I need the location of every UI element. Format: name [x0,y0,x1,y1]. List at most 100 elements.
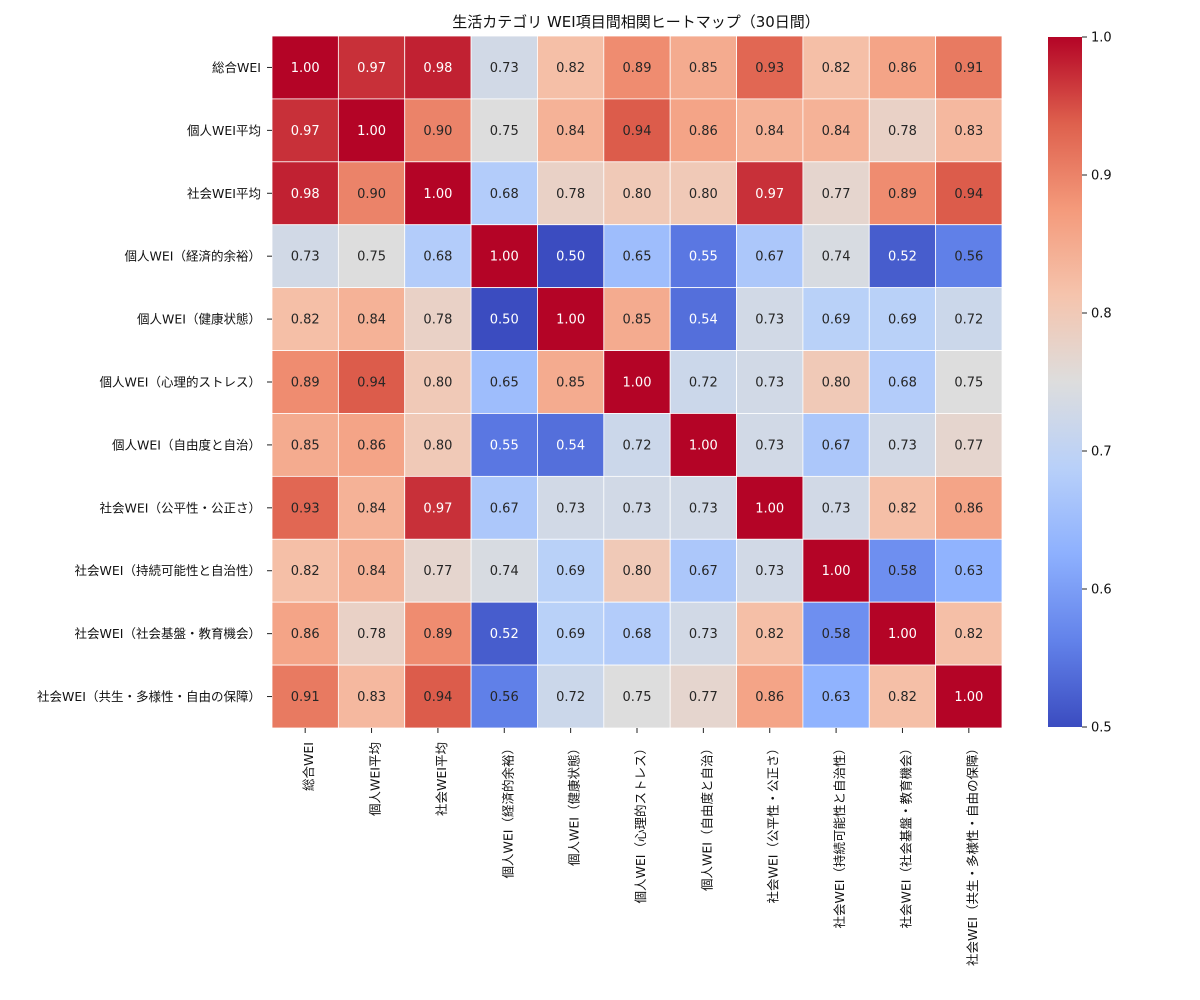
cell-value-label: 1.00 [291,61,320,76]
row-label: 社会WEI（公平性・公正さ） [100,500,261,515]
cell-value-label: 0.91 [954,61,983,76]
row-label: 社会WEI（持続可能性と自治性） [75,563,261,578]
cell-value-label: 0.73 [755,376,784,391]
heatmap-cell [603,35,671,100]
cell-value-label: 0.55 [490,438,519,453]
cell-value-label: 1.00 [357,124,386,139]
cell-value-label: 0.84 [357,564,386,579]
column-label: 社会WEI平均 [434,742,449,816]
cell-value-label: 0.89 [423,627,452,642]
heatmap-cell [603,161,671,226]
cell-value-label: 0.72 [954,313,983,328]
cell-value-label: 0.80 [822,376,851,391]
cell-value-label: 0.82 [888,501,917,516]
cell-value-label: 0.84 [755,124,784,139]
row-label: 社会WEI（共生・多様性・自由の保障） [37,689,261,704]
cell-value-label: 0.93 [755,61,784,76]
heatmap-cell [470,413,538,477]
heatmap-cell [935,35,1003,100]
cell-value-label: 0.73 [556,501,585,516]
heatmap-cell [935,350,1003,414]
cell-value-label: 0.52 [490,627,519,642]
cell-value-label: 0.84 [822,124,851,139]
heatmap-cell [802,664,870,729]
cell-value-label: 0.84 [357,313,386,328]
cell-value-label: 0.85 [291,438,320,453]
cell-value-label: 0.89 [888,187,917,202]
cell-value-label: 0.73 [755,438,784,453]
heatmap-cell [404,601,472,666]
column-label: 個人WEI（健康状態） [567,742,582,866]
cell-value-label: 0.98 [291,187,320,202]
cell-value-label: 0.78 [888,124,917,139]
heatmap-cell [271,161,339,226]
row-label: 社会WEI平均 [187,186,261,201]
cell-value-label: 0.63 [822,690,851,705]
heatmap-cell [802,161,870,226]
colorbar-gradient [1048,37,1082,727]
heatmap-cell [603,287,671,351]
heatmap-cell [603,413,671,477]
cell-value-label: 0.54 [556,438,585,453]
cell-value-label: 0.86 [755,690,784,705]
cell-value-label: 1.00 [623,376,652,391]
heatmap-cell [669,224,737,289]
cell-value-label: 0.82 [291,564,320,579]
colorbar-tick-label: 0.8 [1091,307,1112,322]
heatmap-cell [802,350,870,414]
heatmap-cell [669,538,737,603]
cell-value-label: 0.74 [490,564,519,579]
heatmap-cell [935,601,1003,666]
cell-value-label: 0.82 [954,627,983,642]
cell-value-label: 0.50 [490,313,519,328]
heatmap-cell [802,601,870,666]
heatmap-cell [404,224,472,289]
cell-value-label: 0.73 [291,250,320,265]
heatmap-cell [470,287,538,351]
cell-value-label: 0.72 [556,690,585,705]
cell-value-label: 0.69 [822,313,851,328]
heatmap-grid: 1.00 0.97 0.98 0.73 0.82 0.89 0.85 0.93 0.82 0.86… [271,35,1003,729]
cell-value-label: 0.94 [357,376,386,391]
heatmap-cell [868,35,937,100]
heatmap-cell [337,664,406,729]
cell-value-label: 0.58 [888,564,917,579]
heatmap-cell [470,224,538,289]
cell-value-label: 0.78 [556,187,585,202]
column-label: 個人WEI（心理的ストレス） [633,742,648,903]
cell-value-label: 0.75 [623,690,652,705]
cell-value-label: 0.69 [556,564,585,579]
cell-value-label: 0.97 [291,124,320,139]
cell-value-label: 0.94 [623,124,652,139]
cell-value-label: 0.86 [689,124,718,139]
cell-value-label: 0.84 [556,124,585,139]
cell-value-label: 0.85 [556,376,585,391]
cell-value-label: 0.94 [954,187,983,202]
cell-value-label: 0.90 [423,124,452,139]
heatmap-cell [935,664,1003,729]
chart-title: 生活カテゴリ WEI項目間相関ヒートマップ（30日間） [452,13,820,31]
heatmap-cell [470,35,538,100]
heatmap-cell [736,538,804,603]
heatmap-cell [802,413,870,477]
column-label: 社会WEI（持続可能性と自治性） [832,742,847,928]
heatmap-cell [470,350,538,414]
cell-value-label: 0.97 [357,61,386,76]
heatmap-cell [603,350,671,414]
cell-value-label: 0.74 [822,250,851,265]
cell-value-label: 0.83 [954,124,983,139]
heatmap-cell [935,287,1003,351]
heatmap-cell [669,161,737,226]
heatmap-cell [868,224,937,289]
heatmap-cell [271,538,339,603]
heatmap-cell [935,98,1003,163]
heatmap-cell [935,413,1003,477]
row-label: 社会WEI（社会基盤・教育機会） [75,626,261,641]
heatmap-cell [404,35,472,100]
cell-value-label: 0.67 [490,501,519,516]
cell-value-label: 0.82 [556,61,585,76]
cell-value-label: 0.73 [822,501,851,516]
cell-value-label: 0.67 [755,250,784,265]
cell-value-label: 0.72 [689,376,718,391]
heatmap-cell [271,35,339,100]
